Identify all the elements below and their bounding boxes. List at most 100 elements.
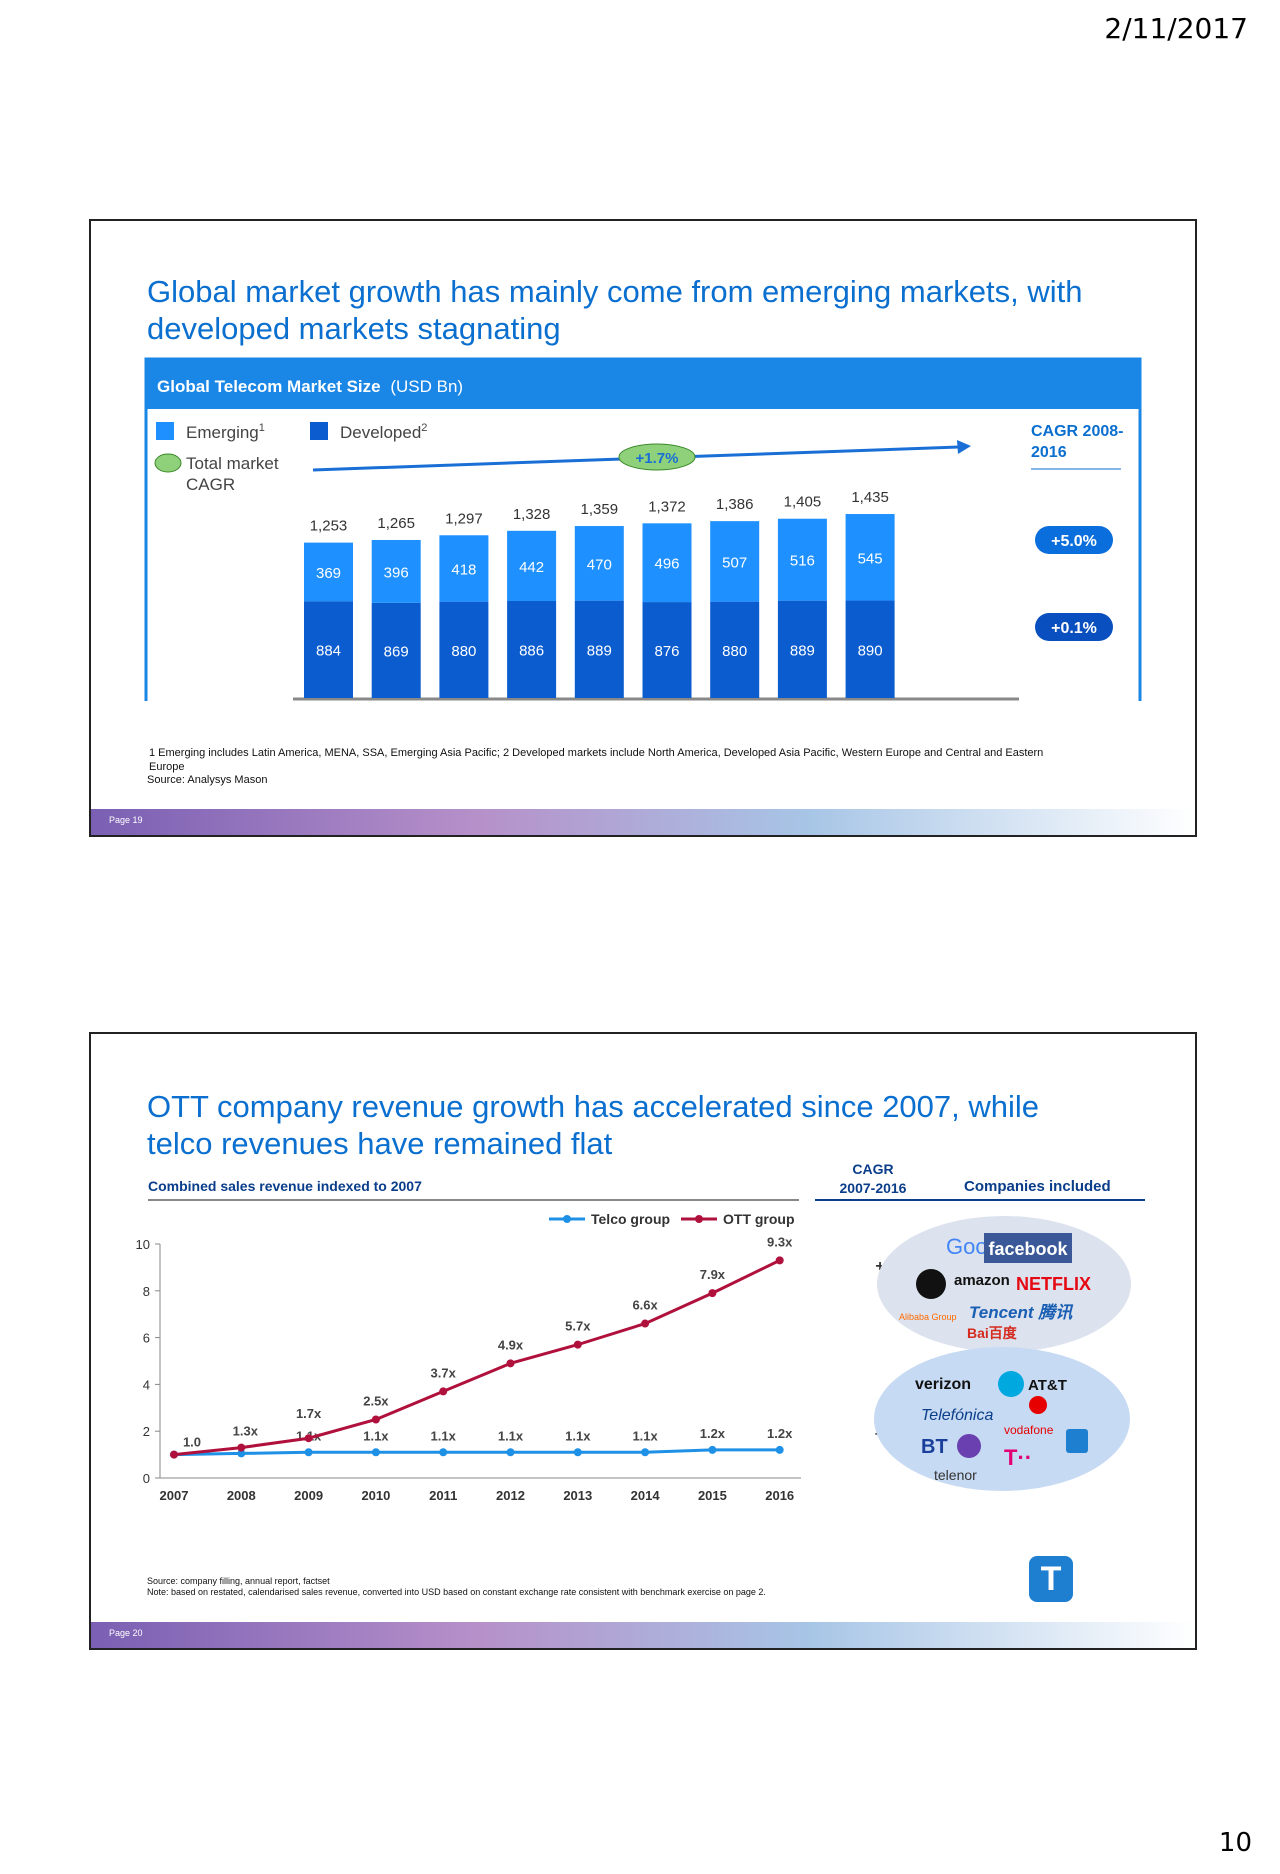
telco-point	[439, 1448, 448, 1457]
bar-total-label: 1,297	[445, 510, 483, 527]
ott-data-label: 4.9x	[498, 1337, 524, 1352]
bar-total-label: 1,372	[648, 498, 686, 515]
cagr-header: CAGR 2008-2016	[1031, 423, 1124, 461]
x-tick-label: 2010	[361, 1488, 390, 1503]
slide-title: OTT company revenue growth has accelerat…	[147, 1089, 1040, 1161]
ott-line	[173, 1259, 781, 1457]
ott-data-label: 1.7x	[296, 1406, 322, 1421]
t-mobile-logo: T··	[1004, 1445, 1032, 1470]
bar-developed-label: 889	[587, 642, 612, 659]
legend-developed-sup: 2	[421, 422, 427, 434]
slide-ott-growth: OTT company revenue growth has accelerat…	[89, 1032, 1197, 1650]
vodafone-icon	[1029, 1396, 1047, 1414]
ott-telco-chart-area: Telco group OTT group 0 2 4 6 8 10 2007 2008 200…	[136, 1199, 1145, 1503]
svg-text:Emerging1: Emerging1	[186, 422, 265, 442]
ott-point	[506, 1359, 515, 1368]
ott-point	[573, 1340, 582, 1349]
telco-line	[173, 1448, 780, 1457]
panel-header-title: Global Telecom Market Size	[157, 377, 381, 396]
telenor-logo: telenor	[934, 1467, 977, 1483]
bar-emerging-label: 369	[316, 565, 341, 582]
bar-developed	[642, 602, 692, 698]
bar-developed	[710, 601, 760, 698]
bar-emerging	[777, 518, 827, 601]
legend-cagr-oval	[154, 453, 182, 473]
page-label: Page 20	[109, 1628, 143, 1638]
bar-developed	[439, 601, 489, 698]
bar-emerging-label: 545	[858, 550, 883, 567]
cagr-emerging-pill	[1035, 526, 1113, 554]
line-chart-series: 1.01.1x1.1x1.1x1.1x1.1x1.1x1.2x1.2x1.3x1…	[170, 1234, 793, 1459]
telco-data-label: 1.1x	[498, 1428, 524, 1443]
legend-total-cagr: Total market CAGR	[186, 454, 279, 494]
vodafone-logo: vodafone	[1004, 1423, 1054, 1437]
panel-header-unit: (USD Bn)	[390, 377, 463, 396]
ott-point	[641, 1319, 650, 1328]
line-chart-axes: 0 2 4 6 8 10 2007 2008 2009 2010 2011 2012 2013 2014 2…	[136, 1237, 795, 1503]
legend-ott: OTT group	[723, 1211, 795, 1227]
x-tick-label: 2007	[160, 1488, 189, 1503]
apple-logo	[916, 1269, 946, 1299]
facebook-logo: facebook	[988, 1239, 1068, 1259]
bar-emerging-label: 516	[790, 553, 815, 570]
bar-developed-label: 889	[790, 642, 815, 659]
netflix-logo: NETFLIX	[1016, 1274, 1091, 1294]
bar-developed	[371, 602, 421, 698]
telco-point	[708, 1445, 717, 1454]
verizon-logo: verizon	[915, 1376, 971, 1393]
document-date: 2/11/2017	[1104, 12, 1248, 45]
telco-point	[371, 1448, 380, 1457]
facebook-logo-bg	[984, 1233, 1072, 1263]
bar-emerging-label: 442	[519, 559, 544, 576]
bar-total-label: 1,328	[513, 506, 551, 523]
bar-emerging	[845, 514, 895, 601]
y-tick-label: 0	[143, 1471, 150, 1486]
bar-emerging	[710, 521, 760, 602]
bar-developed-label: 880	[451, 643, 476, 660]
bar-emerging-label: 418	[451, 561, 476, 578]
telco-data-label: 1.1x	[632, 1428, 658, 1443]
ott-data-label: 1.3x	[233, 1424, 259, 1439]
bar-emerging	[507, 530, 557, 601]
cagr-header: CAGR 2007-2016	[839, 1161, 907, 1196]
bar-emerging	[574, 526, 624, 601]
source-note: Source: company filling, annual report, …	[147, 1576, 330, 1586]
y-tick-label: 4	[143, 1377, 150, 1392]
bar-developed-label: 876	[654, 643, 679, 660]
legend-emerging-swatch	[156, 422, 174, 440]
bar-total-label: 1,405	[784, 494, 822, 511]
x-tick-label: 2008	[227, 1488, 256, 1503]
footer-strip	[91, 1622, 1195, 1648]
market-size-panel: Global Telecom Market Size (USD Bn) Emer…	[144, 357, 1142, 701]
bar-developed	[845, 600, 895, 698]
svg-text:Developed2: Developed2	[340, 422, 427, 442]
telco-data-label: 1.1x	[565, 1428, 591, 1443]
tencent-logo: Tencent 腾讯	[969, 1303, 1074, 1322]
bar-developed	[304, 601, 353, 698]
bar-emerging	[642, 523, 692, 603]
methodology-note: Note: based on restated, calendarised sa…	[147, 1587, 766, 1597]
y-tick-label: 6	[143, 1331, 150, 1346]
bar-developed-label: 880	[722, 643, 747, 660]
ott-data-label: 2.5x	[363, 1394, 389, 1409]
bar-total-label: 1,265	[377, 515, 415, 532]
telco-point	[304, 1448, 313, 1457]
legend-emerging-label: Emerging	[186, 423, 259, 442]
att-globe-icon	[998, 1371, 1024, 1397]
bar-emerging-label: 507	[722, 554, 747, 571]
telco-point	[641, 1448, 650, 1457]
bar-emerging-label: 470	[587, 556, 612, 573]
cagr-emerging-value: +5.0%	[1051, 533, 1097, 550]
bar-total-label: 1,435	[851, 489, 889, 506]
alibaba-logo: Alibaba Group	[899, 1312, 957, 1322]
telstra-logo: T	[1029, 1556, 1073, 1602]
telco-point	[237, 1449, 246, 1458]
bar-developed	[507, 600, 557, 698]
legend-telco: Telco group	[591, 1211, 670, 1227]
telco-data-label: 1.1x	[431, 1428, 457, 1443]
bar-total-label: 1,253	[310, 518, 348, 535]
telco-logo-group	[874, 1347, 1130, 1491]
ott-point	[775, 1256, 784, 1265]
slide-title: Global market growth has mainly come fro…	[147, 274, 1083, 346]
telco-point	[506, 1448, 515, 1457]
